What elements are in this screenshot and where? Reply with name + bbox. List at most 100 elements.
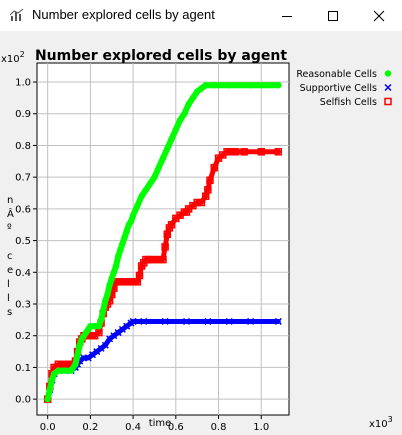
minimize-button[interactable] (264, 0, 310, 31)
data-point (125, 278, 133, 286)
data-point (119, 240, 126, 247)
data-point (100, 307, 107, 314)
y-axis-label-char: º (7, 223, 12, 234)
y-tick-label: 0.3 (15, 300, 31, 311)
data-point (240, 148, 248, 156)
data-point (189, 94, 197, 102)
y-tick-label: 0.0 (15, 395, 31, 406)
x-tick-label: 0.6 (168, 422, 184, 431)
data-point (159, 255, 167, 264)
y-tick-label: 0.5 (15, 236, 31, 247)
legend-item: Selfish Cells (320, 97, 392, 108)
data-point (97, 316, 105, 324)
data-point (193, 198, 201, 207)
data-point (112, 262, 120, 270)
x-tick-label: 0.4 (125, 422, 141, 431)
data-point (210, 163, 219, 172)
data-point (127, 218, 135, 225)
data-point (197, 198, 206, 207)
y-tick-label: 1.0 (15, 78, 31, 89)
data-point (226, 81, 233, 89)
data-point (204, 317, 212, 325)
data-point (146, 180, 154, 187)
data-point (84, 354, 92, 362)
legend-marker (384, 83, 392, 92)
data-point (134, 202, 141, 209)
data-point (44, 395, 51, 403)
data-point (225, 317, 233, 325)
data-point (275, 81, 282, 89)
legend-label: Reasonable Cells (296, 69, 377, 80)
data-point (161, 317, 169, 325)
data-point (114, 253, 122, 260)
data-point (274, 148, 283, 156)
data-point (154, 255, 163, 264)
data-point (117, 246, 124, 254)
close-icon (373, 10, 385, 22)
data-point (135, 271, 144, 280)
minimize-icon (282, 16, 292, 17)
data-point (227, 148, 236, 156)
maximize-icon (328, 11, 338, 21)
legend: Reasonable Cells Supportive Cells Selfish … (296, 69, 392, 108)
window-title: Number explored cells by agent (32, 7, 215, 22)
y-tick-label: 0.6 (15, 204, 31, 215)
data-point (121, 234, 128, 241)
data-point (164, 145, 171, 152)
data-point (206, 176, 214, 185)
x-tick-label: 0.8 (211, 422, 227, 431)
y-axis-label-char: l (7, 279, 10, 290)
chart-panel: Number explored cells by agent x102 x103… (1, 31, 401, 433)
data-point (120, 278, 129, 286)
y-axis-label-char: l (7, 293, 10, 304)
data-point (55, 367, 62, 374)
data-point (231, 148, 240, 156)
y-tick-label: 0.2 (15, 331, 31, 342)
data-point (247, 81, 254, 89)
close-button[interactable] (356, 0, 402, 31)
grid (37, 63, 289, 415)
data-point (172, 126, 180, 133)
data-point (204, 186, 212, 194)
data-point (101, 341, 109, 349)
data-point (93, 348, 101, 356)
data-point (104, 291, 111, 298)
chart-title: Number explored cells by agent (35, 48, 287, 64)
data-point (102, 297, 109, 305)
data-point (146, 255, 154, 264)
series-reasonable-cells (44, 81, 282, 403)
data-point (97, 344, 105, 352)
data-point (129, 212, 137, 219)
legend-label: Supportive Cells (300, 83, 377, 94)
data-point (123, 227, 130, 235)
data-point (161, 243, 169, 251)
data-point (114, 329, 122, 337)
data-point (129, 317, 137, 325)
x-tick-label: 0.0 (40, 422, 56, 431)
y-axis-label-char: Â (7, 207, 14, 220)
data-point (159, 154, 167, 162)
data-point (116, 278, 125, 286)
data-point (72, 361, 79, 368)
data-point (211, 81, 218, 89)
data-point (150, 255, 159, 264)
plot-area: 0.0 0.2 0.4 0.6 0.8 1.0 0.0 0.1 0.2 0.3 0.4 0.5 0.6 0… (15, 62, 290, 433)
y-multiplier: x102 (1, 50, 25, 65)
y-tick-label: 0.9 (15, 109, 31, 120)
x-tick-label: 0.2 (82, 422, 98, 431)
data-point (140, 317, 148, 325)
data-point (106, 281, 113, 289)
data-point (155, 164, 162, 171)
data-point (76, 342, 83, 349)
data-point (257, 148, 265, 156)
data-point (151, 173, 158, 181)
y-axis-label-char: n (7, 195, 13, 206)
legend-item: Supportive Cells (300, 83, 392, 94)
x-tick-label: 1.0 (253, 422, 269, 431)
data-point (67, 367, 75, 374)
data-point (110, 332, 118, 340)
data-point (123, 322, 131, 330)
legend-marker (384, 70, 392, 77)
maximize-button[interactable] (310, 0, 356, 31)
